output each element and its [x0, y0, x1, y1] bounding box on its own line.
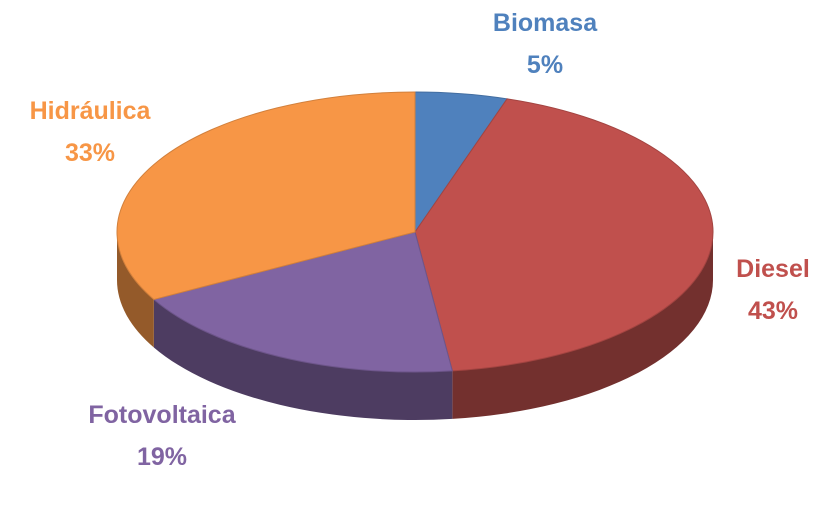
- slice-side: [452, 232, 713, 419]
- label-value: 43%: [747, 297, 799, 325]
- label-name: Diesel: [736, 255, 810, 283]
- label-name: Hidráulica: [29, 97, 151, 125]
- slice-side: [117, 232, 154, 348]
- label-name: Fotovoltaica: [88, 401, 236, 429]
- slice: [414, 98, 714, 372]
- data-label: Diesel 43%: [693, 248, 834, 332]
- data-label: Hidráulica 33%: [5, 90, 175, 174]
- data-label: Fotovoltaica 19%: [88, 394, 236, 478]
- data-label: Biomasa 5%: [465, 2, 625, 86]
- label-value: 33%: [64, 139, 116, 167]
- label-name: Biomasa: [492, 9, 598, 37]
- label-value: 5%: [526, 51, 564, 79]
- slice: [116, 91, 416, 300]
- label-value: 19%: [136, 443, 188, 471]
- slice: [152, 231, 453, 373]
- slice-side: [153, 299, 453, 420]
